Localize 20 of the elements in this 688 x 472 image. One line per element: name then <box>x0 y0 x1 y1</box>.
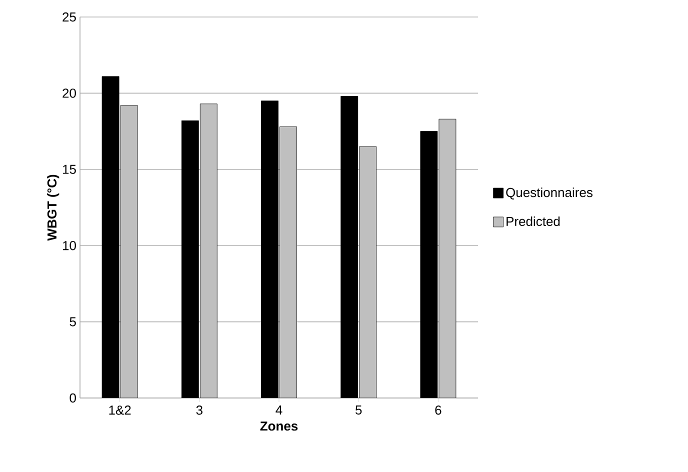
x-tick-label: 5 <box>356 406 362 415</box>
legend-label: Questionnaires <box>506 188 592 200</box>
y-tick-label: 5 <box>70 317 76 326</box>
y-tick-label: 15 <box>63 164 76 174</box>
y-tick-label: 20 <box>62 88 76 98</box>
y-tick-label: 0 <box>70 393 76 403</box>
bar <box>200 104 218 398</box>
legend-label: Predicted <box>506 216 560 226</box>
bar <box>120 105 138 398</box>
bar <box>359 146 377 398</box>
x-tick-label: 4 <box>276 406 282 414</box>
x-tick-label: 1&2 <box>109 406 131 415</box>
bar <box>438 118 456 398</box>
y-tick-label: 25 <box>62 12 76 22</box>
bar <box>280 126 297 398</box>
y-axis-title: WBGT (°C) <box>47 174 60 241</box>
x-axis-title: Zones <box>260 422 298 431</box>
x-tick-label: 3 <box>196 406 202 415</box>
y-tick-label: 10 <box>63 240 76 250</box>
x-tick-label: 6 <box>435 406 442 415</box>
